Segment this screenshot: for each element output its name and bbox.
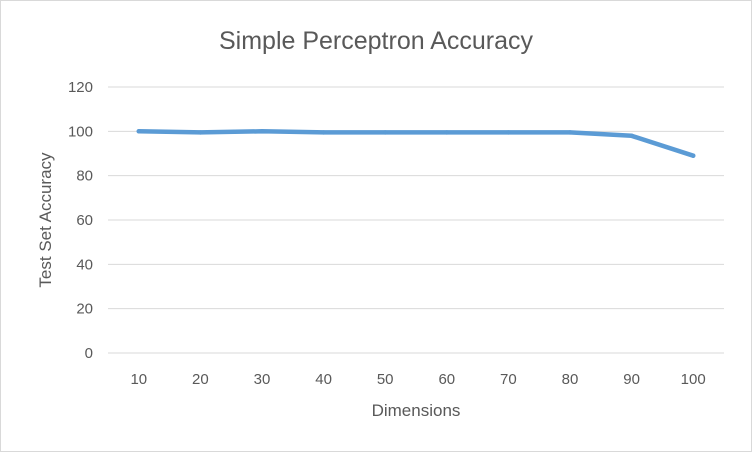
x-tick-label: 100	[681, 371, 706, 388]
series-line	[136, 129, 696, 158]
y-tick-label: 120	[68, 79, 93, 96]
data-point	[136, 129, 141, 134]
x-tick-label: 90	[623, 371, 640, 388]
data-point	[506, 130, 511, 135]
data-point	[567, 130, 573, 135]
x-tick-label: 20	[192, 371, 209, 388]
y-tick-label: 0	[85, 345, 93, 362]
x-tick-label: 30	[254, 371, 271, 388]
y-tick-label: 40	[76, 256, 93, 273]
y-tick-label: 80	[76, 168, 93, 185]
y-axis-label: Test Set Accuracy	[36, 152, 55, 288]
x-tick-label: 10	[130, 371, 147, 388]
data-point	[321, 130, 326, 135]
series-layer	[136, 129, 696, 158]
y-tick-label: 100	[68, 123, 93, 140]
data-point	[691, 153, 696, 158]
x-tick-label: 60	[438, 371, 455, 388]
x-axis-label: Dimensions	[372, 401, 461, 420]
data-point	[444, 130, 449, 135]
x-tick-label: 40	[315, 371, 332, 388]
data-point	[383, 130, 388, 135]
data-point	[629, 133, 634, 138]
chart-title: Simple Perceptron Accuracy	[219, 27, 534, 55]
gridlines	[108, 86, 724, 354]
x-tick-label: 70	[500, 371, 517, 388]
data-point	[198, 130, 203, 135]
y-axis-ticks: 0 20 40 60 80 100 120	[68, 79, 93, 362]
data-point	[259, 129, 265, 134]
x-axis-ticks: 10 20 30 40 50 60 70 80 90 100	[130, 371, 705, 388]
y-tick-label: 20	[76, 301, 93, 318]
y-tick-label: 60	[76, 212, 93, 229]
x-tick-label: 80	[562, 371, 579, 388]
x-tick-label: 50	[377, 371, 394, 388]
